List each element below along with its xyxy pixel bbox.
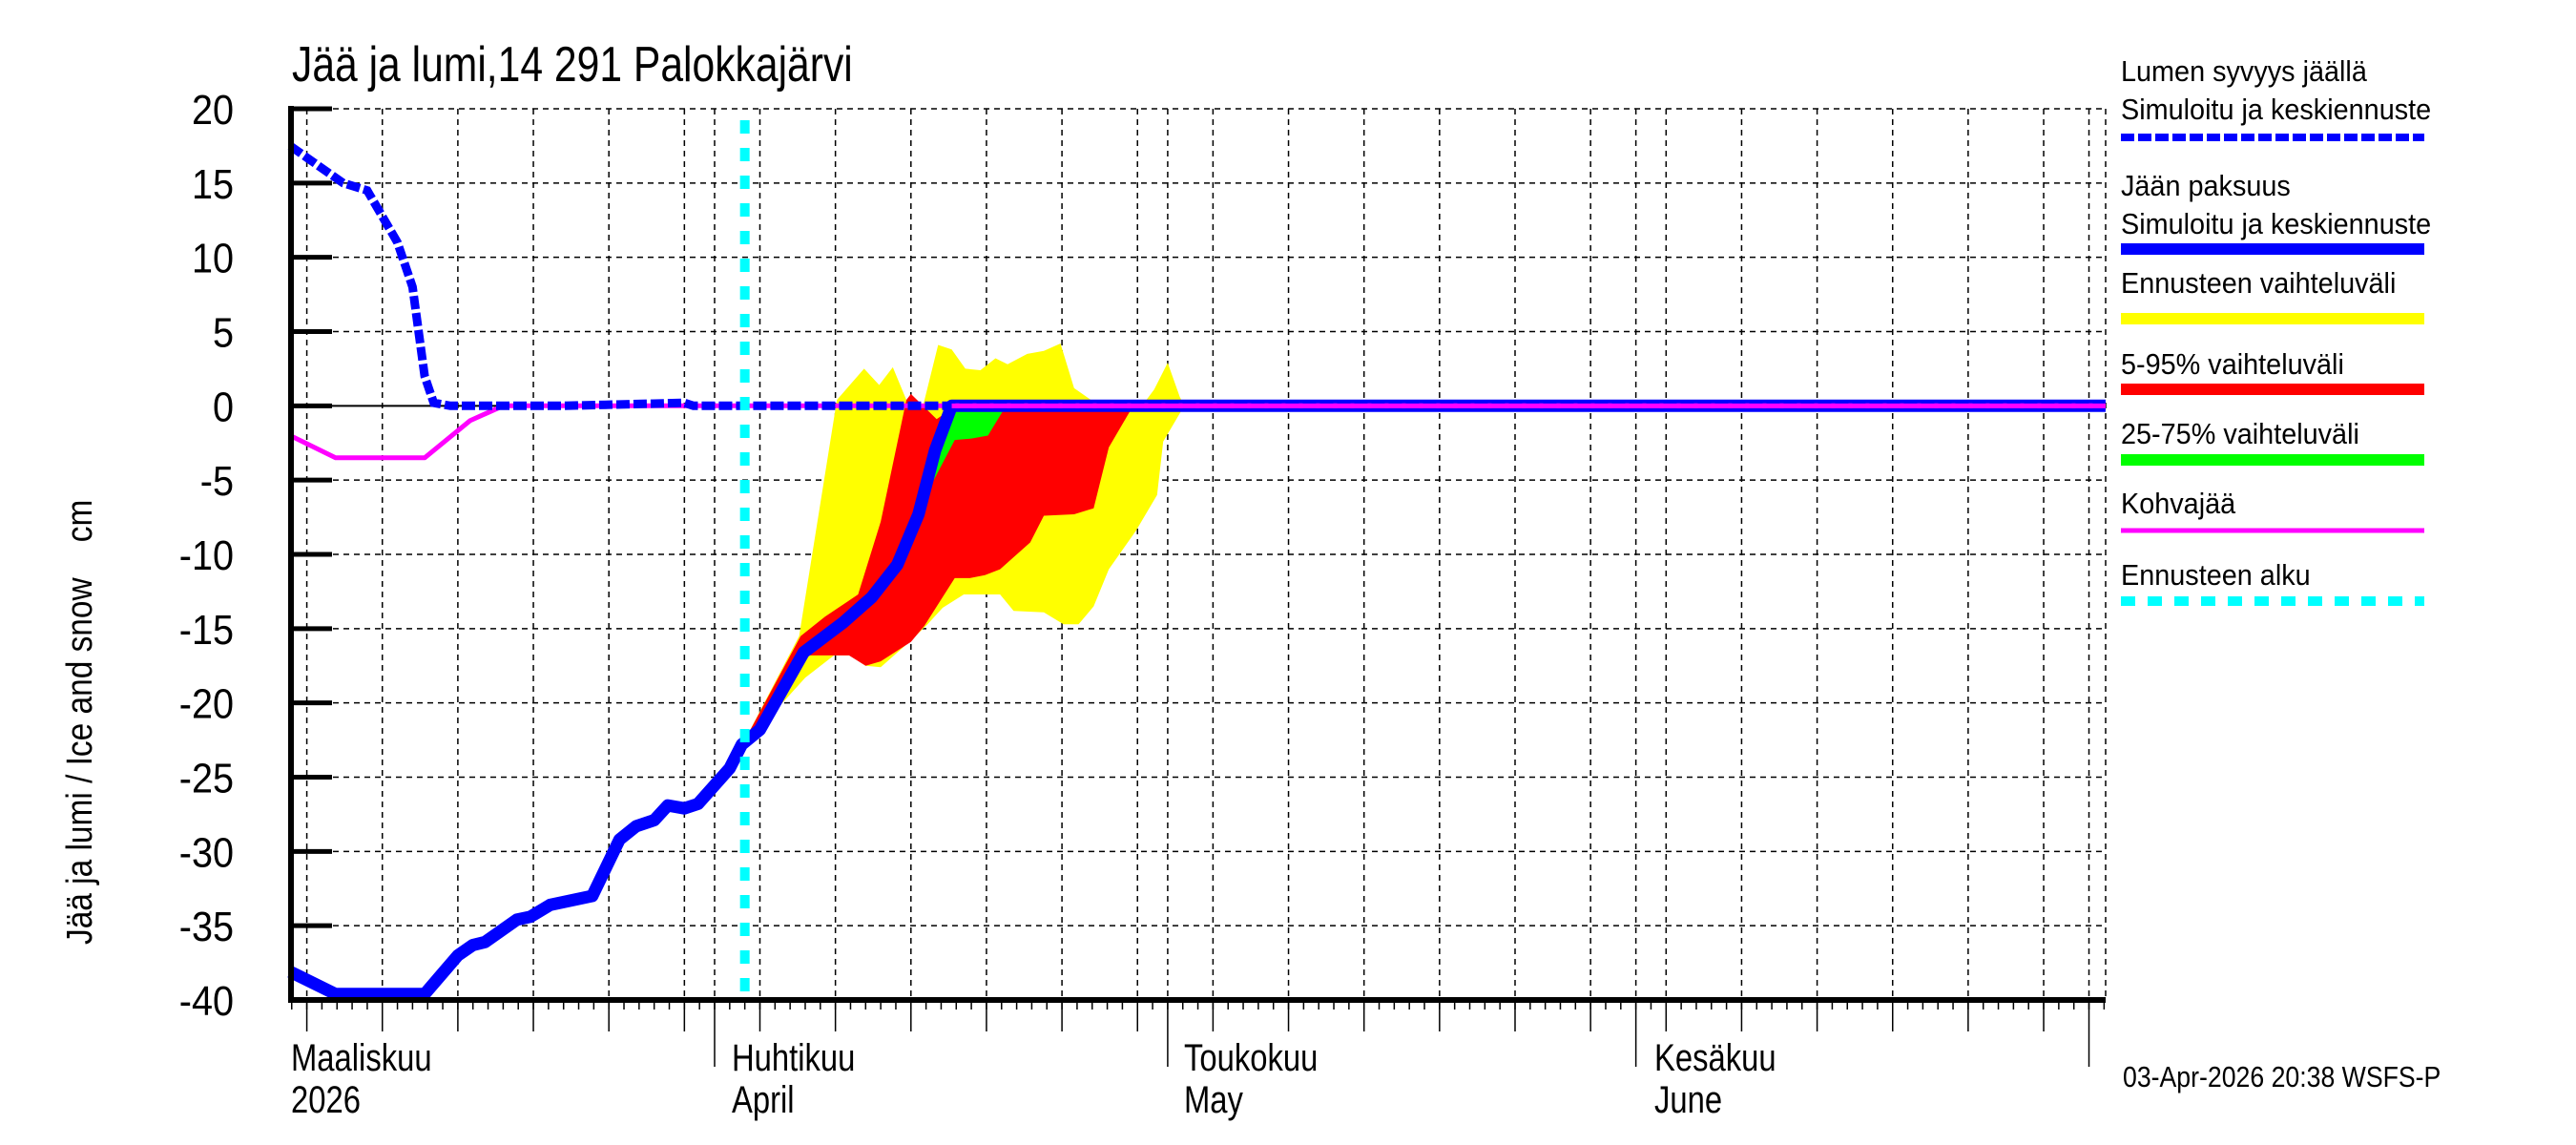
x-month-label-en: May	[1184, 1078, 1244, 1121]
legend: Lumen syvyys jäällä Simuloitu ja keskienn…	[2121, 55, 2431, 606]
x-month-label-fi: Toukokuu	[1184, 1036, 1318, 1079]
data-lines	[287, 120, 2106, 1001]
x-month-label-en: April	[732, 1078, 795, 1121]
legend-label: Jään paksuus	[2121, 170, 2291, 202]
forecast-bands	[744, 344, 1185, 745]
legend-item-ice: Jään paksuus Simuloitu ja keskiennuste	[2121, 170, 2431, 255]
x-month-label-fi: Kesäkuu	[1654, 1036, 1776, 1079]
y-tick-label: -20	[179, 680, 234, 727]
y-tick-label: -30	[179, 828, 234, 875]
x-month-label-fi: Huhtikuu	[732, 1036, 855, 1079]
axes	[288, 106, 2106, 1067]
legend-label: 25-75% vaihteluväli	[2121, 418, 2359, 450]
y-tick-label: 20	[192, 86, 234, 133]
grid	[291, 108, 2107, 1000]
y-tick-label: 5	[213, 309, 234, 356]
y-tick-label: -15	[179, 606, 234, 653]
slush-ice-line	[289, 403, 2106, 461]
chart-title: Jää ja lumi,14 291 Palokkajärvi	[292, 37, 853, 93]
legend-label: Lumen syvyys jäällä	[2121, 55, 2367, 88]
y-tick-label: -10	[179, 531, 234, 578]
legend-label: Simuloitu ja keskiennuste	[2121, 208, 2431, 240]
legend-label: Simuloitu ja keskiennuste	[2121, 94, 2431, 126]
y-tick-label: -5	[200, 457, 234, 504]
y-tick-label: 10	[192, 235, 234, 281]
band-5-95-vaihteluv-li	[744, 393, 1168, 745]
snow-depth-line	[287, 142, 2106, 410]
y-tick-label: -25	[179, 755, 234, 802]
legend-label: Ennusteen alku	[2121, 559, 2311, 592]
legend-label: Ennusteen vaihteluväli	[2121, 267, 2396, 300]
ice-thickness-line	[287, 399, 2106, 1001]
legend-item-snow: Lumen syvyys jäällä Simuloitu ja keskienn…	[2121, 55, 2431, 141]
legend-item-range: Ennusteen vaihteluväli	[2121, 267, 2424, 324]
legend-label: 5-95% vaihteluväli	[2121, 348, 2344, 381]
footer-timestamp: 03-Apr-2026 20:38 WSFS-P	[2123, 1061, 2441, 1093]
y-tick-label: 0	[213, 383, 234, 429]
y-tick-label: 15	[192, 160, 234, 207]
band-25-75-vaihteluv-li	[858, 406, 1007, 614]
y-tick-label: -40	[179, 977, 234, 1024]
x-month-label-en: 2026	[291, 1078, 361, 1121]
legend-label: Kohvajää	[2121, 488, 2236, 520]
y-tick-label: -35	[179, 903, 234, 949]
legend-item-p5_95: 5-95% vaihteluväli	[2121, 348, 2424, 395]
legend-item-slush: Kohvajää	[2121, 488, 2424, 533]
legend-item-fc_start: Ennusteen alku	[2121, 559, 2424, 606]
y-tick-labels: 20 15 10 5 0 -5 -10 -15 -20 -25 -30 -35 -40	[179, 86, 234, 1024]
x-month-label-fi: Maaliskuu	[291, 1036, 432, 1079]
y-axis-label: Jää ja lumi / Ice and snow cm	[59, 500, 99, 945]
x-month-label-en: June	[1654, 1078, 1722, 1121]
legend-item-p25_75: 25-75% vaihteluväli	[2121, 418, 2424, 466]
